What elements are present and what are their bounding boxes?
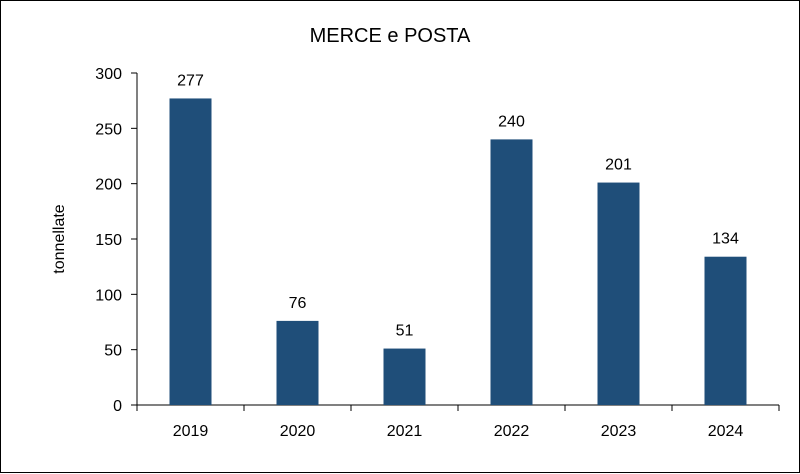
data-labels: 277 76 51 240 201 134 [177,72,739,339]
bar-2023 [597,182,640,405]
chart-title: MERCE e POSTA [310,25,471,47]
x-tick-label: 2019 [173,423,209,440]
y-tick-label: 250 [95,121,122,138]
x-tick-label: 2023 [601,423,637,440]
y-tick-label: 0 [113,398,122,415]
y-axis-title: tonnellate [51,204,68,273]
y-tick-label: 50 [104,343,122,360]
bar-2020 [276,320,319,405]
data-label: 277 [177,72,204,89]
data-label: 134 [712,231,739,248]
bar-2024 [704,256,747,405]
x-axis: 2019 2020 2021 2022 2023 2024 [136,404,780,440]
y-axis: 0 50 100 150 200 250 300 [95,66,138,415]
x-tick-label: 2020 [280,423,316,440]
y-tick-label: 300 [95,66,122,83]
bar-2022 [490,139,533,405]
x-tick-label: 2021 [387,423,423,440]
data-label: 51 [396,323,414,340]
y-tick-label: 100 [95,287,122,304]
x-tick-label: 2022 [494,423,530,440]
data-label: 201 [605,157,632,174]
data-label: 76 [289,295,307,312]
y-tick-label: 200 [95,177,122,194]
bar-2021 [383,348,426,405]
data-label: 240 [498,113,525,130]
y-tick-label: 150 [95,232,122,249]
x-tick-label: 2024 [708,423,744,440]
bar-2019 [169,98,212,405]
bars [169,98,747,405]
